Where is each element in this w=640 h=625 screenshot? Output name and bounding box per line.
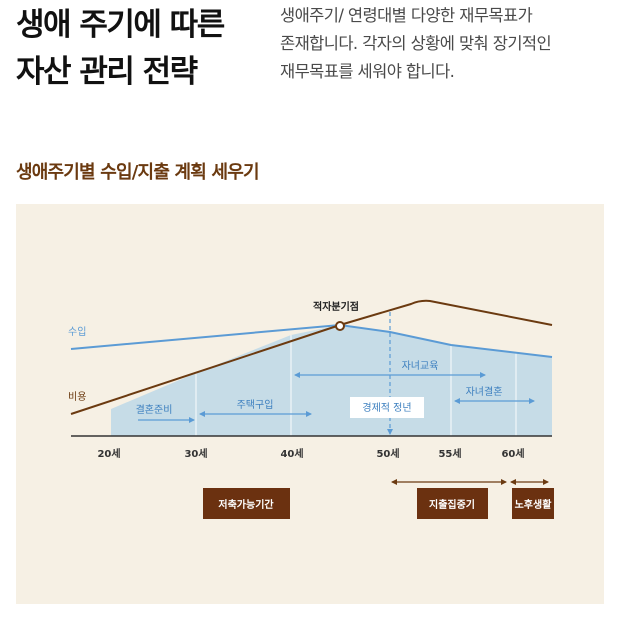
section-title: 생애주기별 수입/지출 계획 세우기: [16, 162, 260, 183]
description-line-2: 존재합니다. 각자의 상황에 맞춰 장기적인: [280, 34, 552, 53]
expense-line: [70, 299, 553, 415]
spending-phase-label: 지출집중기: [429, 498, 475, 511]
marriage-prep-label: 결혼준비: [136, 403, 173, 416]
phase-dividers: [195, 335, 517, 436]
age-tick-60: 60세: [501, 447, 524, 460]
children-marriage-label: 자녀결혼: [466, 385, 503, 398]
crossover-label: 적자분기점: [313, 300, 359, 313]
income-line: [70, 323, 553, 358]
age-tick-40: 40세: [280, 447, 303, 460]
spending-phase-badge: [417, 488, 488, 519]
age-tick-20: 20세: [97, 447, 120, 460]
description-line-1: 생애주기/ 연령대별 다양한 재무목표가: [280, 6, 533, 25]
description-line-3: 재무목표를 세워야 합니다.: [280, 62, 455, 81]
page-description: 생애주기/ 연령대별 다양한 재무목표가 존재합니다. 각자의 상황에 맞춰 장…: [280, 2, 630, 86]
expense-label: 비용: [68, 391, 86, 403]
retirement-phase-label: 노후생활: [515, 498, 553, 511]
age-tick-55: 55세: [438, 447, 461, 460]
surplus-area: [111, 325, 552, 436]
age-tick-50: 50세: [376, 447, 399, 460]
home-purchase-label: 주택구입: [237, 398, 274, 411]
children-education-label: 자녀교육: [402, 360, 439, 372]
title-line-1: 생애 주기에 따른: [16, 7, 225, 43]
retirement-badge: [350, 397, 424, 418]
title-line-2: 자산 관리 전략: [16, 54, 198, 90]
crossover-point: [335, 321, 345, 331]
retirement-label: 경제적 정년: [362, 401, 411, 414]
diagram-svg: 수입 비용 적자분기점 결혼준비 주택구입 자녀교육 자녀결혼 경제적 정년 2…: [16, 204, 604, 604]
age-tick-30: 30세: [184, 447, 207, 460]
saving-period-badge: [203, 488, 290, 519]
retirement-phase-badge: [512, 488, 554, 519]
income-label: 수입: [68, 325, 86, 338]
age-tick-labels: 20세 30세 40세 50세 55세 60세: [97, 447, 524, 460]
life-cycle-diagram: 수입 비용 적자분기점 결혼준비 주택구입 자녀교육 자녀결혼 경제적 정년 2…: [16, 204, 604, 604]
page-title: 생애 주기에 따른 자산 관리 전략: [16, 2, 266, 96]
saving-period-label: 저축가능기간: [218, 498, 274, 511]
